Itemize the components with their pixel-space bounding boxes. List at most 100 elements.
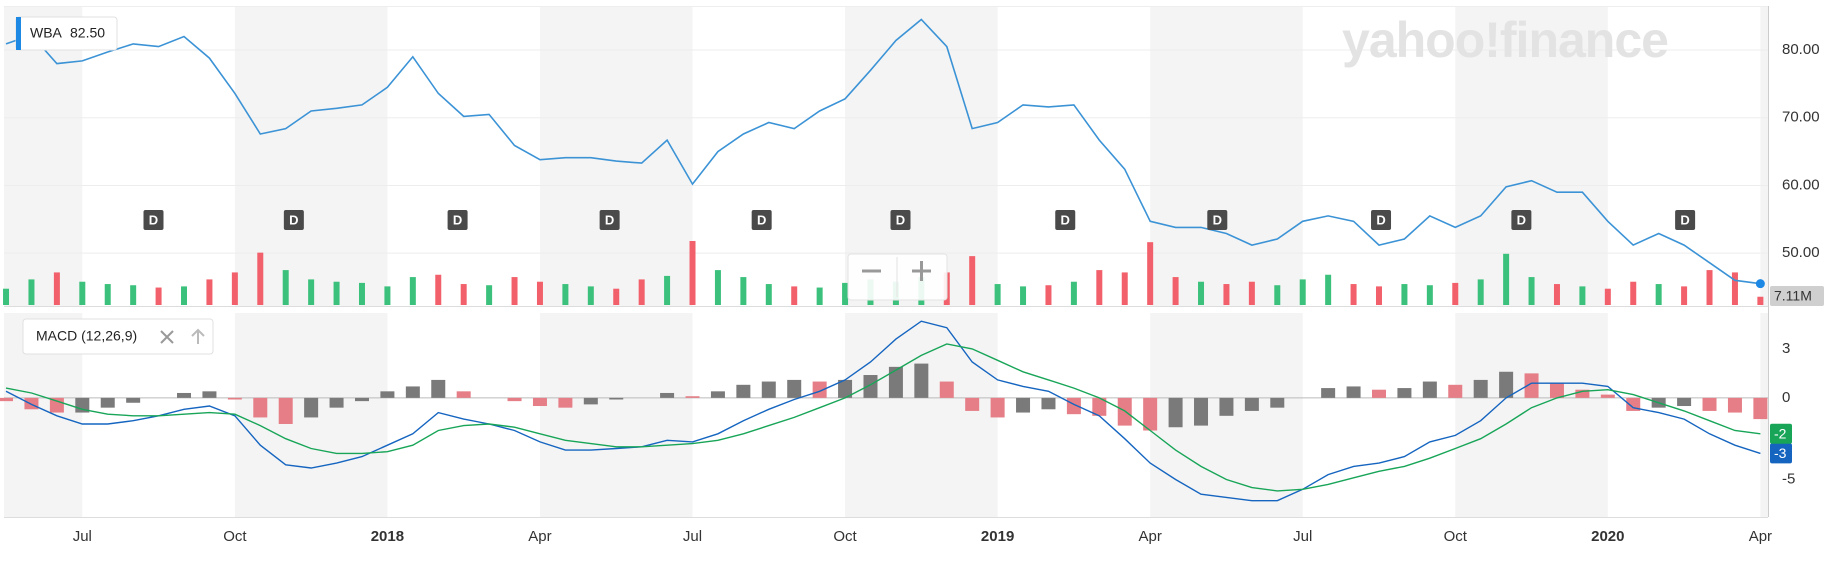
volume-bar: [1096, 270, 1103, 305]
volume-bar: [1553, 284, 1560, 305]
volume-bar: [1426, 285, 1433, 305]
volume-bar: [1274, 285, 1281, 305]
histogram-bar: [1753, 397, 1768, 420]
x-tick-label: Apr: [528, 528, 551, 545]
legend-value: 82.50: [70, 25, 105, 41]
histogram-bar: [1397, 388, 1412, 398]
price-legend[interactable]: WBA 82.50: [15, 16, 118, 51]
value-tag: [1770, 286, 1824, 306]
volume-bar: [1731, 272, 1738, 305]
dividend-label: D: [1517, 212, 1526, 227]
volume-bar: [613, 288, 620, 305]
dividend-marker: [143, 210, 164, 230]
volume-bar: [1681, 286, 1688, 305]
volume-bar: [3, 288, 10, 305]
histogram-bar: [838, 379, 853, 398]
volume-bar: [1147, 242, 1154, 305]
histogram-bar: [1143, 397, 1158, 431]
histogram-bar: [1219, 397, 1234, 416]
histogram-bar: [914, 363, 929, 398]
volume-bar: [511, 277, 518, 305]
histogram-bar: [532, 397, 547, 407]
y-tick-label: 60.00: [1782, 176, 1820, 193]
move-up-icon[interactable]: [191, 328, 205, 344]
volume-bar: [1045, 285, 1052, 305]
volume-bar: [791, 286, 798, 305]
histogram-bar: [278, 397, 293, 424]
legend-ticker: WBA: [30, 25, 63, 41]
volume-bar: [79, 281, 86, 305]
dividend-marker: [890, 210, 911, 230]
x-tick-label: Apr: [1138, 528, 1161, 545]
histogram-bar: [761, 381, 776, 398]
volume-bar: [486, 285, 493, 305]
dividend-label: D: [1680, 212, 1689, 227]
indicator-title: MACD (12,26,9): [36, 328, 137, 344]
histogram-bar: [609, 397, 624, 400]
histogram-bar: [1422, 381, 1437, 398]
volume-bar: [638, 279, 645, 305]
dividend-label: D: [1213, 212, 1222, 227]
histogram-bar: [583, 397, 598, 405]
volume-bar: [1172, 277, 1179, 305]
volume-bar: [1757, 296, 1764, 305]
histogram-bar: [1092, 397, 1107, 416]
x-tick-label: Apr: [1749, 528, 1772, 545]
histogram-bar: [1727, 397, 1742, 413]
y-tick-label: 50.00: [1782, 244, 1820, 261]
volume-bar: [842, 282, 849, 305]
price-line: [5, 18, 1761, 285]
histogram-bar: [0, 397, 14, 402]
volume-bar: [562, 284, 569, 305]
histogram-bar: [660, 392, 675, 398]
volume-bar: [333, 281, 340, 305]
volume-bar: [1121, 272, 1128, 305]
histogram-bar: [329, 397, 344, 408]
volume-bar: [969, 256, 976, 305]
volume-bar: [536, 281, 543, 305]
x-tick-label: Jul: [683, 528, 702, 545]
zoom-controls[interactable]: [847, 253, 948, 301]
volume-bar: [384, 286, 391, 305]
volume-bar: [664, 275, 671, 305]
volume-bar: [181, 286, 188, 305]
volume-bar: [1020, 286, 1027, 305]
volume-bar: [130, 285, 137, 305]
histogram-bar: [965, 397, 980, 411]
histogram-bar: [507, 397, 522, 402]
volume-bar: [1630, 281, 1637, 305]
volume-bar: [104, 284, 111, 305]
volume-bar: [1528, 277, 1535, 305]
volume-bar: [206, 279, 213, 305]
volume-bar: [1401, 284, 1408, 305]
dividend-label: D: [757, 212, 766, 227]
volume-bar: [765, 284, 772, 305]
last-price-dot: [1755, 279, 1765, 289]
volume-bar: [1223, 284, 1230, 305]
dividend-label: D: [605, 212, 614, 227]
volume-bar: [1299, 279, 1306, 305]
remove-icon[interactable]: [160, 330, 174, 344]
x-tick-label: Oct: [1444, 528, 1468, 545]
histogram-bar: [1371, 389, 1386, 398]
watermark: yahoo!finance: [1342, 12, 1668, 68]
volume-bar: [1350, 284, 1357, 305]
period-band: [539, 313, 693, 517]
dividend-label: D: [149, 212, 158, 227]
histogram-bar: [354, 397, 369, 402]
histogram-bar: [1016, 397, 1031, 413]
period-band: [845, 313, 998, 517]
value-tag: [1770, 423, 1792, 444]
volume-bar: [1198, 281, 1205, 305]
histogram-bar: [685, 396, 700, 398]
histogram-bar: [126, 397, 141, 403]
histogram-bar: [863, 375, 878, 398]
value-tag-label: 7.11M: [1774, 288, 1812, 304]
volume-bar: [282, 270, 289, 305]
histogram-bar: [227, 397, 242, 400]
histogram-bar: [736, 384, 751, 398]
histogram-bar: [710, 391, 725, 398]
macd-legend[interactable]: MACD (12,26,9): [22, 318, 214, 355]
histogram-bar: [253, 397, 268, 418]
